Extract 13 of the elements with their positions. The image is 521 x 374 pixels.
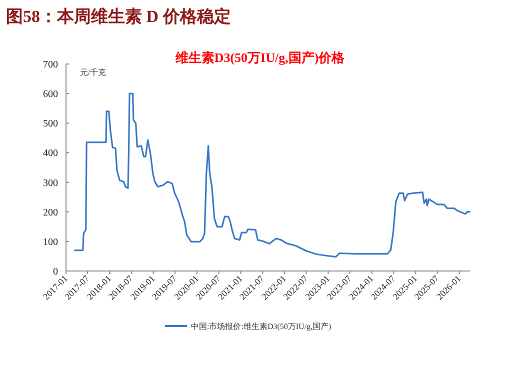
y-tick-label: 300	[43, 178, 58, 189]
y-tick-label: 700	[43, 60, 58, 70]
chart-title: 图58：本周维生素 D 价格稳定	[6, 7, 231, 26]
y-axis-title: 元/千克	[80, 68, 106, 77]
y-tick-label: 0	[53, 266, 58, 278]
legend-label: 中国:市场报价:维生素D3(50万IU/g,国产)	[191, 322, 332, 331]
line-series	[74, 92, 470, 258]
chart-subtitle: 维生素D3(50万IU/g,国产)价格	[174, 50, 346, 65]
y-tick-label: 200	[43, 207, 58, 218]
y-tick-label: 100	[43, 236, 58, 248]
y-tick-label: 500	[43, 118, 58, 130]
y-tick-label: 400	[43, 148, 58, 160]
y-tick-label: 600	[43, 89, 58, 100]
